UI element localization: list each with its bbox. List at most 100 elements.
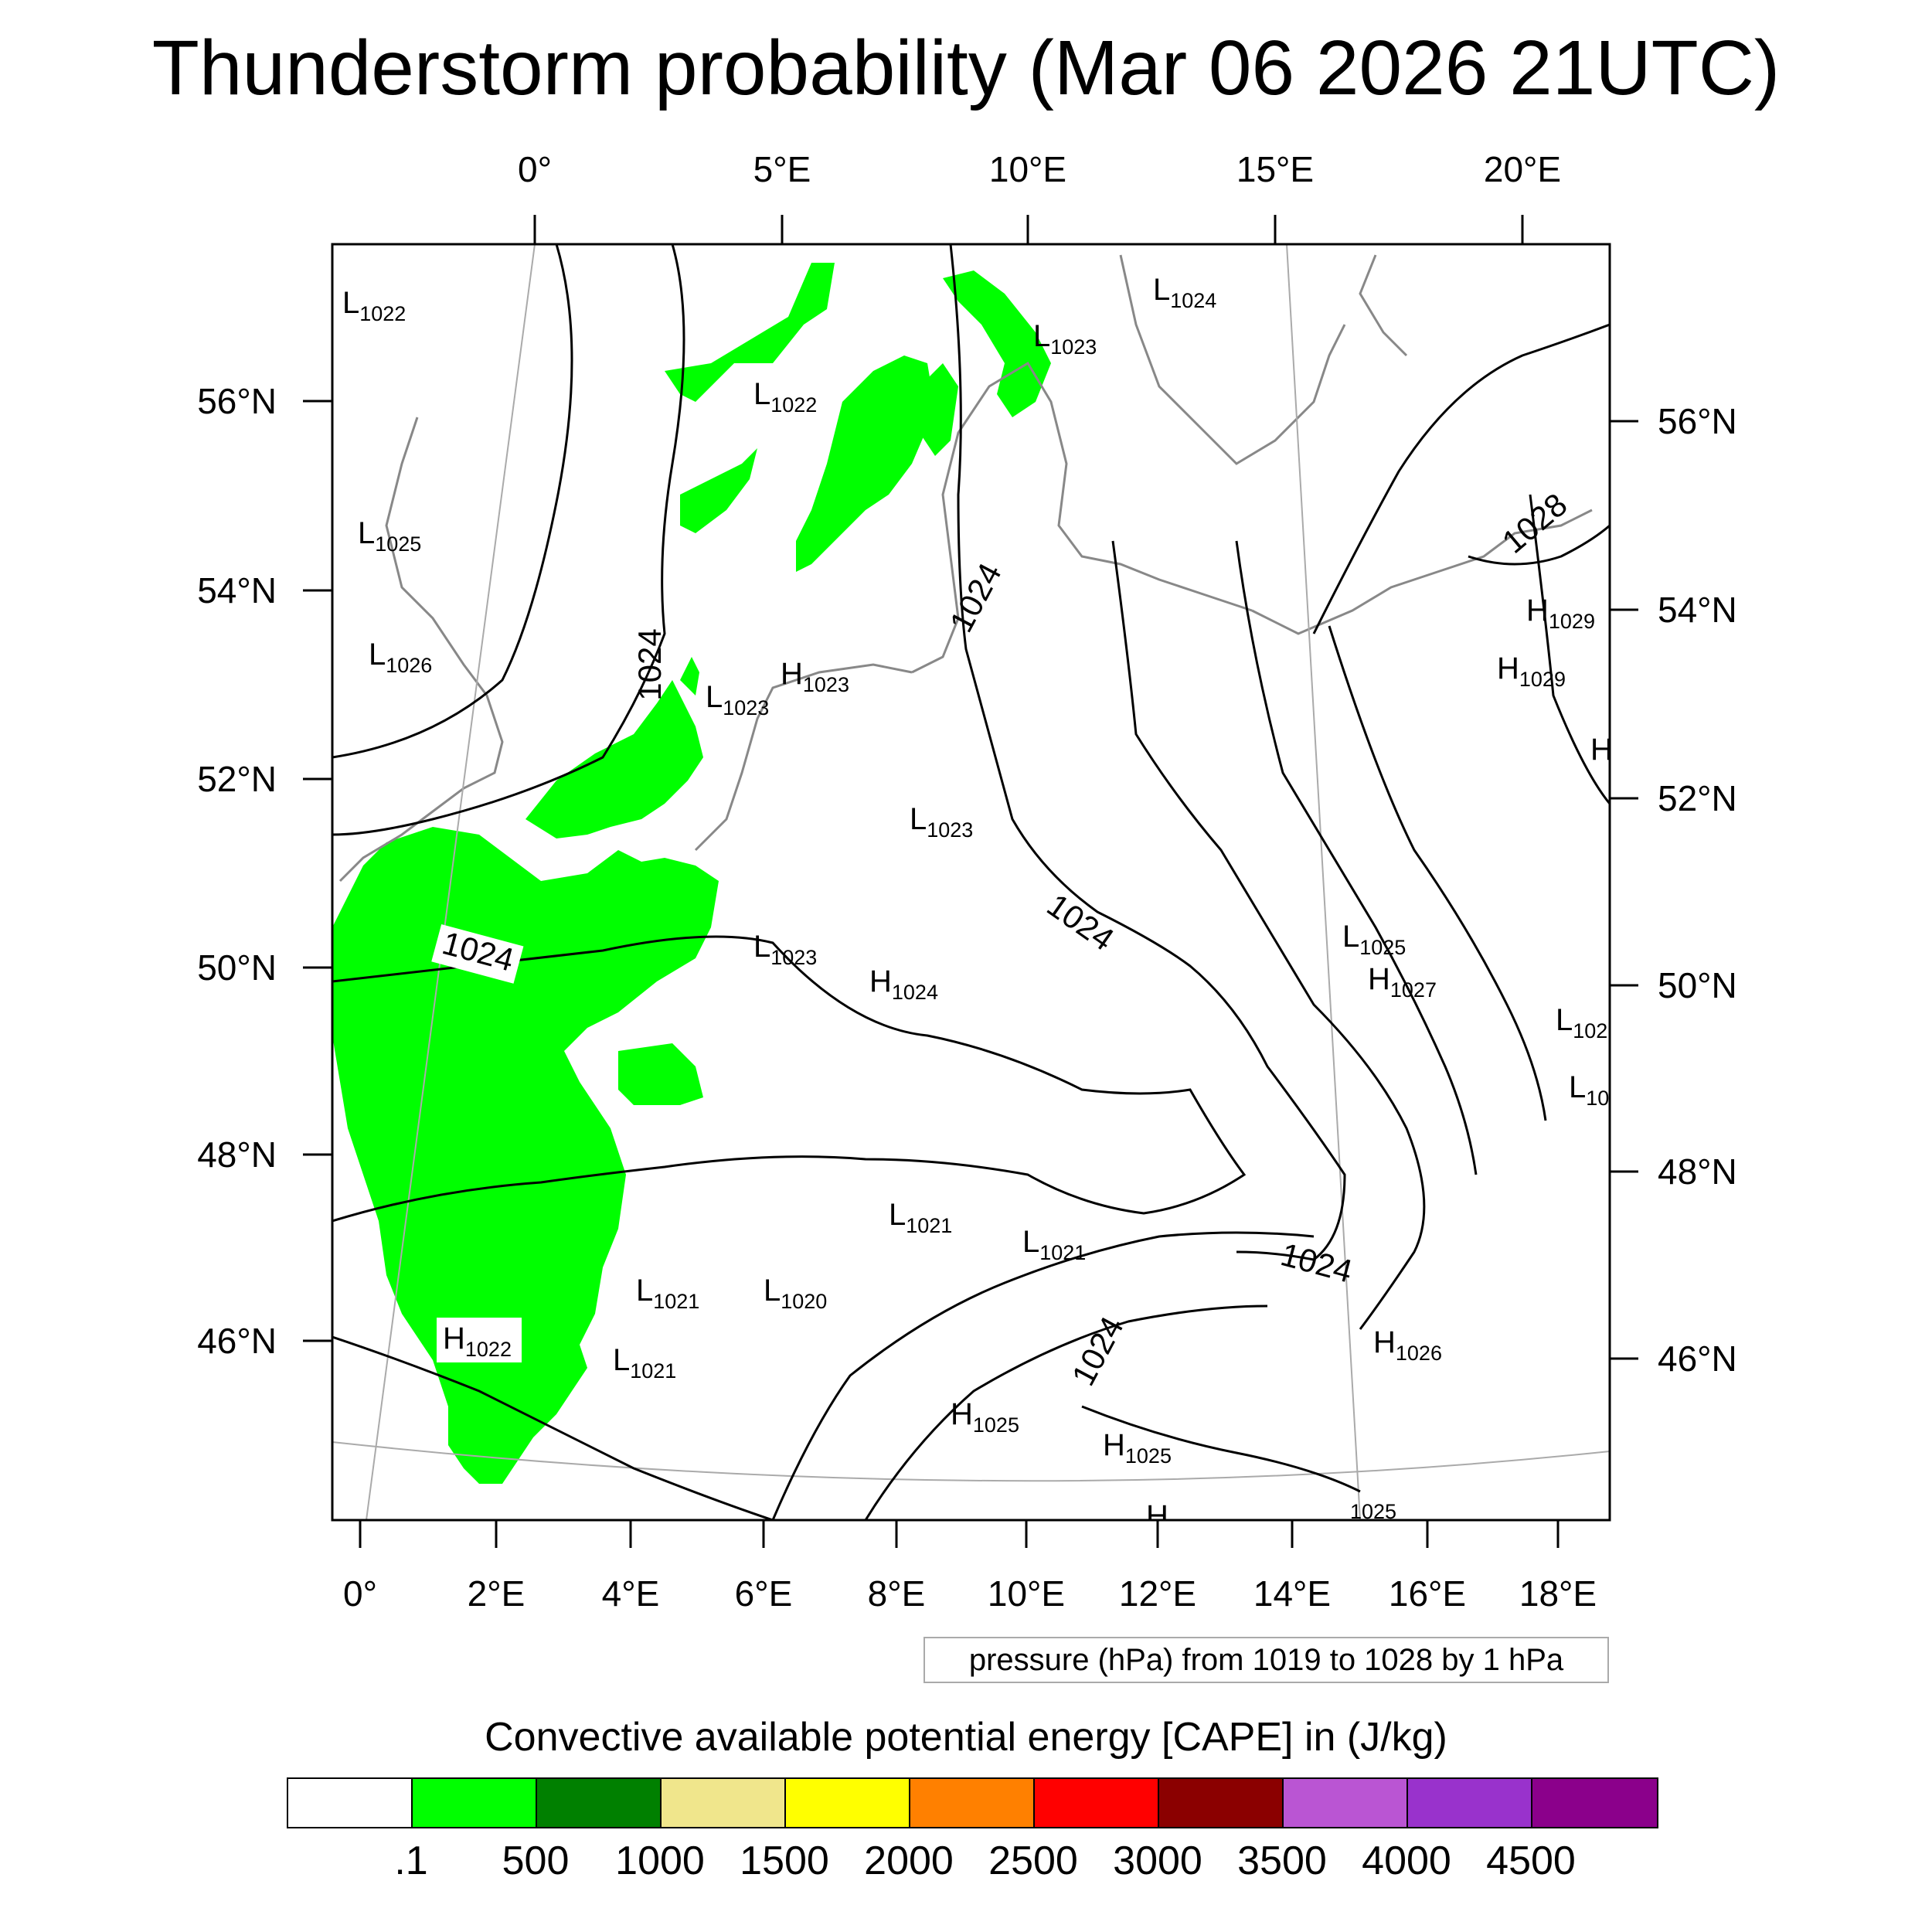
isobar-1028 [1312, 323, 1610, 634]
pressure-center-label: H1026 [1373, 1325, 1442, 1365]
coast-jutland-baltic [911, 361, 1253, 674]
chart-title: Thunderstorm probability (Mar 06 2026 21… [151, 25, 1781, 111]
isobar-south-1 [332, 1335, 774, 1520]
contour-label-1028: 1028 [1495, 486, 1574, 560]
colorbar-swatch [537, 1779, 662, 1827]
left-lat-labels: 56°N 54°N 52°N 50°N 48°N 46°N [197, 381, 277, 1361]
isobar-central [332, 935, 1247, 1223]
bottom-lon-labels: 0° 2°E 4°E 6°E 8°E 10°E 12°E 14°E 16°E 1… [343, 1573, 1597, 1614]
bottom-lon-label: 0° [343, 1573, 377, 1614]
colorbar-tick-label: 500 [502, 1838, 570, 1883]
top-ticks [533, 215, 1524, 244]
cape-area-northsea-3 [796, 355, 935, 572]
pressure-center-label: H1024 [869, 964, 938, 1004]
cape-area-northsea-1 [680, 657, 699, 696]
pressure-center-label: L1021 [636, 1274, 699, 1313]
bottom-lon-label: 2°E [468, 1573, 526, 1614]
coast-sweden [1119, 254, 1346, 465]
cape-area-northsea-4 [680, 448, 757, 533]
colorbar-swatch [1035, 1779, 1159, 1827]
pressure-center-label: H1022 [443, 1321, 512, 1361]
colorbar-swatch [413, 1779, 537, 1827]
left-lat-label: 46°N [197, 1321, 277, 1361]
colorbar-swatch [1159, 1779, 1284, 1827]
bottom-ticks [359, 1520, 1560, 1548]
colorbar-tick-label: 1500 [740, 1838, 829, 1883]
pressure-center-label: L1023 [706, 680, 769, 719]
pressure-center-label: 1025 [1350, 1500, 1396, 1523]
top-lon-label: 15°E [1236, 149, 1314, 189]
left-lat-label: 48°N [197, 1134, 277, 1175]
pressure-center-label: L1021 [613, 1343, 676, 1383]
isobar-east-5 [1529, 494, 1610, 804]
top-lon-labels: 0° 5°E 10°E 15°E 20°E [518, 149, 1561, 189]
cape-area-northsea-2 [665, 263, 835, 402]
contour-label-1024: 1024 [631, 628, 668, 700]
bottom-lon-label: 4°E [602, 1573, 660, 1614]
pressure-center-label: H1029 [1526, 594, 1595, 633]
colorbar-swatch [1408, 1779, 1532, 1827]
pressure-center-label: H1027 [1368, 962, 1437, 1002]
isobar-1024-west [332, 244, 685, 836]
colorbar-swatch [786, 1779, 910, 1827]
pressure-center-label: L1023 [753, 930, 817, 969]
bottom-lon-label: 6°E [735, 1573, 793, 1614]
pressure-center-boxed: H1022 [437, 1318, 522, 1362]
pressure-center-label: L1022 [753, 377, 817, 417]
right-lat-labels: 56°N 54°N 52°N 50°N 48°N 46°N [1658, 401, 1737, 1379]
left-lat-label: 52°N [197, 759, 277, 799]
cape-area-netherlands [526, 680, 703, 838]
left-lat-label: 56°N [197, 381, 277, 421]
pressure-center-label: L1024 [1153, 273, 1216, 312]
pressure-center-label: L1020 [764, 1274, 827, 1313]
cape-colorbar [287, 1777, 1658, 1828]
colorbar-swatch [1532, 1779, 1657, 1827]
colorbar-tick-label: 3500 [1237, 1838, 1327, 1883]
top-lon-label: 0° [518, 149, 552, 189]
pressure-center-label: L1022 [342, 286, 406, 325]
colorbar-tick-label: 4000 [1362, 1838, 1451, 1883]
colorbar-swatch [910, 1779, 1035, 1827]
top-lon-label: 20°E [1484, 149, 1561, 189]
pressure-center-label: H [1590, 733, 1613, 767]
legend-title: Convective available potential energy [C… [485, 1715, 1447, 1760]
map-frame [331, 243, 1611, 1522]
colorbar-tick-label: .1 [394, 1838, 428, 1883]
colorbar-tick-label: 3000 [1113, 1838, 1202, 1883]
bottom-lon-label: 12°E [1119, 1573, 1196, 1614]
pressure-contour-note: pressure (hPa) from 1019 to 1028 by 1 hP… [923, 1637, 1609, 1683]
right-lat-label: 48°N [1658, 1151, 1737, 1192]
pressure-center-label: L1023 [1033, 319, 1097, 359]
isobar-1024-east [949, 244, 1346, 1261]
pressure-center-label: H1023 [781, 657, 849, 696]
right-lat-label: 54°N [1658, 590, 1737, 630]
coast-dalmatia [1623, 1082, 1669, 1113]
pressure-center-label: H [1146, 1499, 1168, 1533]
cape-area-belgium-patch [618, 1043, 703, 1105]
top-lon-label: 10°E [989, 149, 1066, 189]
pressure-center-label: L1025 [358, 516, 421, 556]
pressure-center-label: L102 [1556, 1003, 1607, 1043]
cape-area-denmark [920, 363, 958, 456]
isobar-east-3 [1235, 540, 1478, 1175]
contour-label-1024: 1024 [1041, 886, 1121, 957]
cape-area-france-belgium [332, 827, 719, 1484]
left-ticks [303, 400, 332, 1342]
isobars [332, 244, 1610, 1520]
pressure-center-label: L1023 [910, 802, 973, 842]
pressure-center-label: H1025 [951, 1397, 1019, 1437]
pressure-center-label: L1021 [889, 1198, 952, 1237]
coast-lowlands [694, 663, 913, 852]
cape-area-skagerrak [943, 270, 1051, 417]
isobar-east-2 [1111, 540, 1426, 1330]
pressure-center-label: L1026 [369, 638, 432, 677]
colorbar-swatch [1284, 1779, 1408, 1827]
isobar-east-4 [1328, 625, 1547, 1121]
right-lat-label: 56°N [1658, 401, 1737, 441]
isobar-south-4 [1081, 1405, 1361, 1493]
right-lat-label: 50°N [1658, 965, 1737, 1005]
colorbar-swatch [288, 1779, 413, 1827]
pressure-centers: L1022 L1024 L1023 L1022 L1025 L1026 H102… [342, 273, 1613, 1533]
isobar-south-3 [864, 1304, 1268, 1520]
